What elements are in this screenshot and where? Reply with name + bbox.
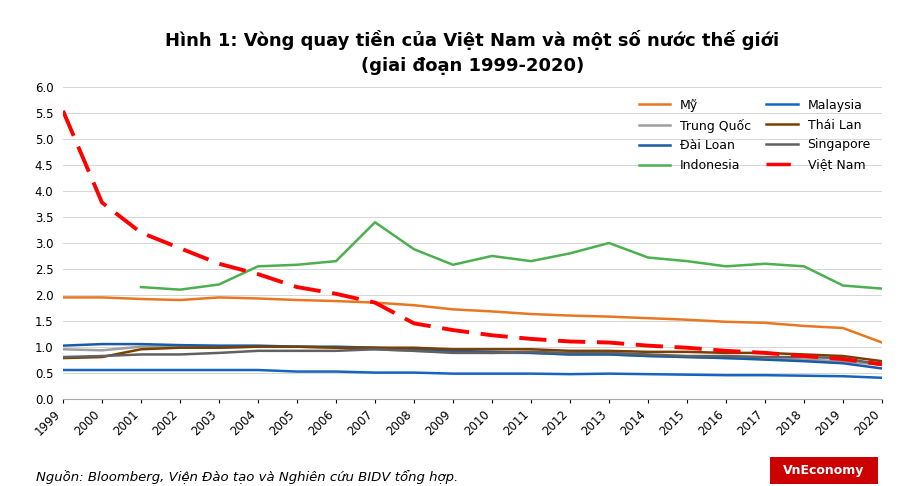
Title: Hình 1: Vòng quay tiền của Việt Nam và một số nước thế giới
(giai đoạn 1999-2020: Hình 1: Vòng quay tiền của Việt Nam và m…: [166, 30, 779, 75]
Legend: Mỹ, Trung Quốc, Đài Loan, Indonesia, Malaysia, Thái Lan, Singapore, Việt Nam: Mỹ, Trung Quốc, Đài Loan, Indonesia, Mal…: [634, 94, 876, 177]
Text: VnEconomy: VnEconomy: [783, 464, 864, 477]
Text: Nguồn: Bloomberg, Viện Đào tạo và Nghiên cứu BIDV tổng hợp.: Nguồn: Bloomberg, Viện Đào tạo và Nghiên…: [36, 469, 458, 484]
